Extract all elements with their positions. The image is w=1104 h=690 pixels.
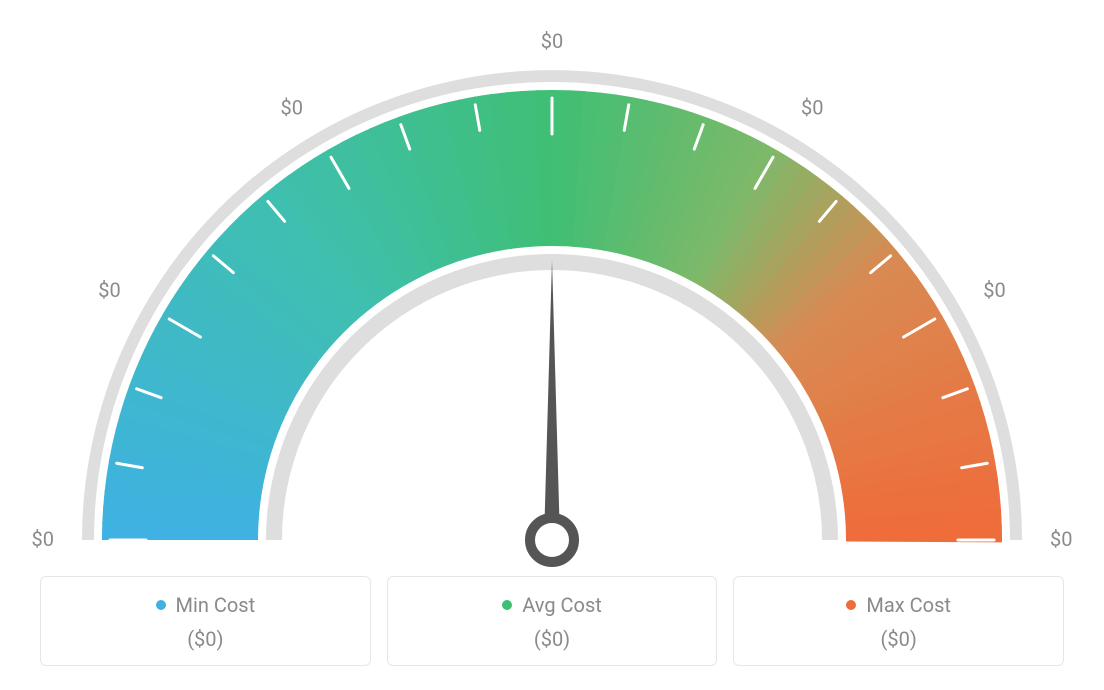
legend-label: Avg Cost [522, 593, 602, 617]
gauge-needle [544, 260, 560, 540]
scale-label: $0 [98, 278, 120, 302]
legend-card-min: Min Cost ($0) [40, 576, 371, 666]
scale-label: $0 [541, 29, 563, 53]
legend-title-avg: Avg Cost [502, 593, 602, 617]
bullet-icon [846, 600, 856, 610]
legend-value: ($0) [400, 627, 705, 651]
bullet-icon [502, 600, 512, 610]
legend-title-min: Min Cost [156, 593, 256, 617]
legend-card-max: Max Cost ($0) [733, 576, 1064, 666]
scale-label: $0 [1050, 527, 1072, 551]
scale-label: $0 [281, 96, 303, 120]
scale-label: $0 [983, 278, 1005, 302]
bullet-icon [156, 600, 166, 610]
gauge-needle-hub [530, 518, 574, 562]
legend-value: ($0) [746, 627, 1051, 651]
gauge-chart: $0 $0 $0 $0 $0 $0 $0 [32, 20, 1072, 560]
scale-label: $0 [32, 527, 54, 551]
legend-label: Max Cost [866, 593, 951, 617]
scale-label: $0 [801, 96, 823, 120]
gauge-svg: $0 $0 $0 $0 $0 $0 $0 [32, 20, 1072, 580]
legend-title-max: Max Cost [846, 593, 951, 617]
legend-value: ($0) [53, 627, 358, 651]
legend-label: Min Cost [176, 593, 256, 617]
legend-row: Min Cost ($0) Avg Cost ($0) Max Cost ($0… [0, 576, 1104, 666]
legend-card-avg: Avg Cost ($0) [387, 576, 718, 666]
